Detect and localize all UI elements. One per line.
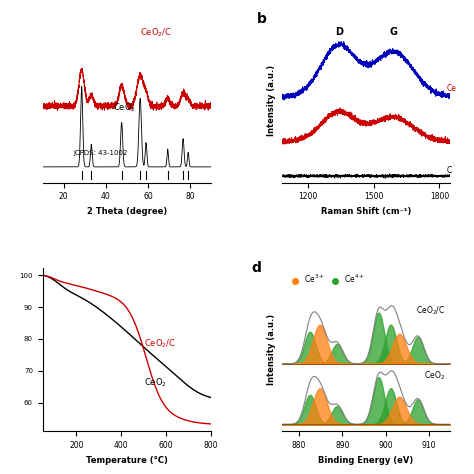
Text: CeO$_2$/C: CeO$_2$/C [144,337,176,350]
Text: CeO$_2$/C: CeO$_2$/C [416,304,445,317]
Text: CeO$_2$: CeO$_2$ [144,376,166,389]
Text: C: C [447,166,452,175]
Y-axis label: Intensity (a.u.): Intensity (a.u.) [267,314,276,385]
X-axis label: 2 Theta (degree): 2 Theta (degree) [87,207,167,216]
Text: Ce: Ce [447,84,457,93]
Text: CeO$_2$: CeO$_2$ [113,101,136,114]
Y-axis label: Intensity (a.u.): Intensity (a.u.) [267,65,276,137]
Text: CeO$_2$/C: CeO$_2$/C [140,27,172,39]
Text: b: b [256,12,266,27]
X-axis label: Temperature (°C): Temperature (°C) [86,456,168,465]
Legend: Ce$^{3+}$, Ce$^{4+}$: Ce$^{3+}$, Ce$^{4+}$ [286,272,366,287]
Text: CeO$_2$: CeO$_2$ [424,370,445,383]
Text: JCPDS: 43-1002: JCPDS: 43-1002 [73,150,128,156]
Text: D: D [335,27,343,37]
X-axis label: Binding Energy (eV): Binding Energy (eV) [319,456,414,465]
Text: G: G [390,27,397,37]
Text: d: d [252,261,261,275]
X-axis label: Raman Shift (cm⁻¹): Raman Shift (cm⁻¹) [321,207,411,216]
